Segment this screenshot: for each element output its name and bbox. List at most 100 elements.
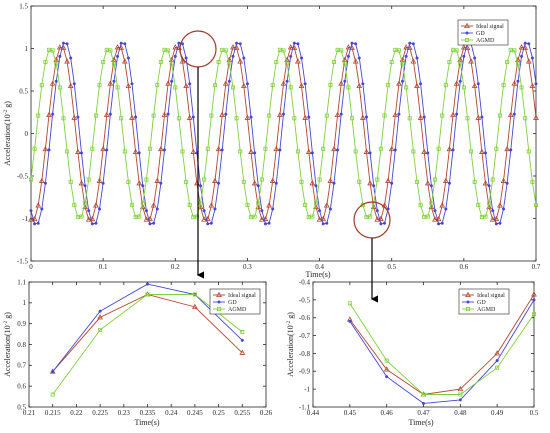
data-point xyxy=(422,215,427,220)
data-point xyxy=(296,42,300,46)
data-point xyxy=(101,181,105,185)
data-point xyxy=(258,216,265,222)
data-point xyxy=(274,181,278,185)
data-point xyxy=(61,116,66,121)
data-point xyxy=(318,209,322,213)
x-tick-label: 0.4 xyxy=(315,263,324,271)
data-point xyxy=(487,184,491,188)
data-point xyxy=(465,116,470,121)
data-point xyxy=(359,114,366,120)
data-point xyxy=(90,146,95,151)
data-point xyxy=(94,221,98,225)
data-point xyxy=(292,116,297,121)
data-point xyxy=(458,392,463,397)
data-point xyxy=(51,112,55,116)
x-tick-label: 0.6 xyxy=(459,263,468,271)
data-point xyxy=(342,61,347,66)
data-point xyxy=(346,54,350,58)
series-line xyxy=(349,294,535,395)
data-point xyxy=(306,215,311,220)
legend-entry: AGMD xyxy=(476,38,495,44)
data-point xyxy=(57,85,62,90)
main-chart: 0 0.1 0.2 0.3 0.4 0.5 0.6 0.7 -1.5 -1 -0.5 0 0.5 1 1.5… xyxy=(3,2,541,279)
legend-marker xyxy=(216,306,221,311)
data-point xyxy=(32,146,37,151)
data-point xyxy=(234,116,239,121)
data-point xyxy=(305,148,312,154)
data-point xyxy=(497,202,503,208)
data-point xyxy=(404,54,408,58)
data-point xyxy=(271,207,275,211)
data-point xyxy=(183,82,189,89)
data-point xyxy=(520,54,524,58)
data-point xyxy=(458,398,462,402)
data-point xyxy=(436,146,441,151)
data-point xyxy=(483,151,488,155)
zoom-chart-trough: 0.44 0.45 0.46 0.47 0.48 0.49 0.5 -1.1 -1 -0.9 -0.… xyxy=(286,278,539,427)
data-point xyxy=(331,145,337,152)
data-point xyxy=(505,60,510,65)
y-tick-label: -1.5 xyxy=(17,257,29,265)
data-point xyxy=(407,116,412,121)
data-point xyxy=(494,350,501,356)
data-point xyxy=(424,180,431,186)
data-point xyxy=(184,56,188,60)
data-point xyxy=(216,60,221,65)
data-point xyxy=(267,113,272,118)
data-point xyxy=(217,181,221,185)
data-point xyxy=(281,112,286,116)
data-point xyxy=(39,83,44,88)
x-tick-label: 0.225 xyxy=(92,409,108,417)
data-point xyxy=(159,181,163,185)
data-point xyxy=(397,112,401,116)
data-point xyxy=(173,85,178,90)
data-point xyxy=(148,222,152,226)
data-point xyxy=(274,60,279,65)
data-point xyxy=(289,54,293,58)
data-point xyxy=(130,82,134,86)
data-point xyxy=(29,209,33,213)
data-point xyxy=(292,41,296,45)
data-point xyxy=(161,111,168,118)
data-point xyxy=(495,359,499,363)
data-point xyxy=(453,80,460,86)
data-point xyxy=(295,58,301,64)
data-point xyxy=(256,184,260,188)
data-point xyxy=(123,42,127,46)
data-point xyxy=(385,177,391,183)
data-point xyxy=(35,202,42,208)
data-point xyxy=(526,149,531,154)
y-axis-label: Acceleration(10-2 g) xyxy=(3,101,12,166)
data-point xyxy=(252,214,257,219)
data-point xyxy=(352,58,359,64)
data-point xyxy=(277,111,283,118)
data-point xyxy=(158,60,163,65)
x-tick-label: 0.24 xyxy=(165,409,178,417)
data-point xyxy=(417,114,424,120)
data-point xyxy=(154,177,161,183)
data-point xyxy=(180,149,185,154)
data-point xyxy=(28,216,34,222)
data-point xyxy=(432,177,437,182)
data-point xyxy=(350,41,354,45)
data-point xyxy=(421,148,428,154)
data-point xyxy=(98,327,103,332)
y-tick-label: 0.8 xyxy=(17,341,26,349)
data-point xyxy=(392,111,399,118)
legend-entry: AGMD xyxy=(477,307,496,313)
data-point xyxy=(119,116,124,121)
data-point xyxy=(353,149,358,154)
data-point xyxy=(129,202,134,207)
data-point xyxy=(494,146,499,151)
data-point xyxy=(188,82,192,86)
data-point xyxy=(429,184,433,188)
data-point xyxy=(309,180,316,186)
data-point xyxy=(384,358,389,363)
data-point xyxy=(71,114,78,120)
data-point xyxy=(507,111,514,118)
x-tick-label: 0.3 xyxy=(243,263,252,271)
data-point xyxy=(357,179,362,184)
data-point xyxy=(145,282,150,286)
data-point xyxy=(393,148,397,152)
data-point xyxy=(177,41,181,45)
